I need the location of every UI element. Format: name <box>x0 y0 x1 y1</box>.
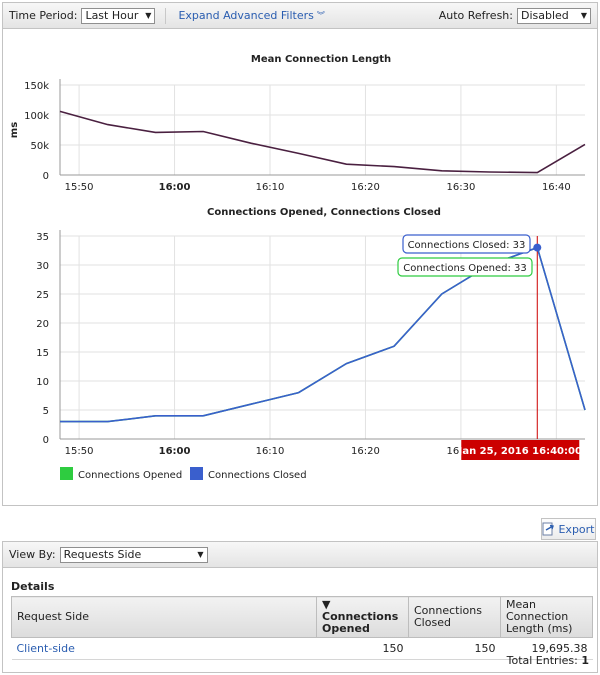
export-label: Export <box>558 522 595 536</box>
column-header-connections-opened[interactable]: ▼ Connections Opened <box>316 596 409 638</box>
x-tick-label: 15:50 <box>65 446 94 457</box>
y-tick-label: 25 <box>36 290 49 301</box>
view-by-bar: View By: Requests Side ▼ <box>2 541 598 568</box>
y-tick-label: 100k <box>24 111 49 122</box>
time-period-label: Time Period: <box>9 9 78 22</box>
x-tick-label: 16:30 <box>446 446 475 457</box>
legend-swatch <box>190 467 203 480</box>
total-entries-value: 1 <box>581 654 589 667</box>
mean-connection-length-cell: 19,695.38 <box>500 637 593 660</box>
chart2-tooltips: Connections Closed: 33 Connections Opened… <box>397 234 533 277</box>
chart2-title: Connections Opened, Connections Closed <box>207 207 441 218</box>
legend-label: Connections Opened <box>78 470 182 481</box>
charts-canvas: Mean Connection Length ms 0 50k 100k 150k 1… <box>9 54 586 481</box>
total-entries-label: Total Entries: <box>506 654 578 667</box>
view-by-label: View By: <box>9 548 56 561</box>
crosshair-point <box>533 243 542 252</box>
legend-label: Connections Closed <box>208 470 307 481</box>
chevron-down-icon: ▼ <box>580 11 587 20</box>
x-tick-label: 16:20 <box>351 446 380 457</box>
toolbar: Time Period: Last Hour ▼ Expand Advanced… <box>2 2 598 29</box>
y-tick-label: 15 <box>36 348 49 359</box>
auto-refresh-value: Disabled <box>521 9 569 22</box>
crosshair-time-label: Jan 25, 2016 16:40:00 <box>458 446 582 457</box>
x-tick-label: 16:40 <box>542 182 571 193</box>
y-tick-label: 20 <box>36 319 49 330</box>
column-header-connections-closed[interactable]: Connections Closed <box>408 596 501 638</box>
table-header-row: Request Side ▼ Connections Opened Connec… <box>11 596 593 638</box>
chart1-y-ticks: 0 50k 100k 150k <box>24 81 49 182</box>
tooltip-text: Connections Opened: 33 <box>403 263 526 274</box>
crosshair-time-badge <box>461 440 580 460</box>
legend-swatch <box>60 467 73 480</box>
expand-filters-label: Expand Advanced Filters <box>178 9 314 22</box>
time-period-value: Last Hour <box>85 9 139 22</box>
chart2-y-ticks: 0 5 10 15 20 25 30 35 <box>36 232 49 446</box>
x-tick-label: 16:00 <box>159 182 191 193</box>
y-tick-label: 30 <box>36 261 49 272</box>
chart1-grid <box>59 79 585 176</box>
x-tick-label: 16:00 <box>159 446 191 457</box>
chevron-down-icon: ▼ <box>197 550 204 559</box>
expand-filters-link[interactable]: Expand Advanced Filters ︾ <box>178 9 324 22</box>
tooltip-text: Connections Closed: 33 <box>408 240 526 251</box>
details-panel: Details Request Side ▼ Connections Opene… <box>2 568 598 673</box>
x-tick-label: 16:10 <box>256 182 285 193</box>
y-tick-label: 0 <box>43 435 49 446</box>
y-tick-label: 0 <box>43 171 49 182</box>
total-entries: Total Entries: 1 <box>507 654 589 667</box>
y-tick-label: 10 <box>36 377 49 388</box>
column-header-request-side[interactable]: Request Side <box>11 596 317 638</box>
view-by-value: Requests Side <box>63 548 142 561</box>
request-side-link[interactable]: Client-side <box>11 637 317 660</box>
x-tick-label: 16:10 <box>256 446 285 457</box>
tooltip-box <box>402 234 531 254</box>
y-tick-label: 5 <box>43 406 49 417</box>
connections-closed-cell: 150 <box>408 637 501 660</box>
chart1-title: Mean Connection Length <box>251 54 391 65</box>
table-row: Client-side 150 150 19,695.38 <box>11 637 593 660</box>
auto-refresh-select[interactable]: Disabled ▼ <box>517 7 591 24</box>
chart2-crosshair: Jan 25, 2016 16:40:00 <box>458 236 582 460</box>
double-chevron-down-icon: ︾ <box>316 11 325 20</box>
connections-opened-cell: 150 <box>316 637 409 660</box>
chart2-grid <box>59 230 585 440</box>
chart1-series <box>59 110 586 174</box>
export-icon <box>542 522 555 536</box>
x-tick-label: 16:30 <box>446 182 475 193</box>
auto-refresh-label: Auto Refresh: <box>438 9 513 22</box>
y-tick-label: 35 <box>36 232 49 243</box>
details-table: Request Side ▼ Connections Opened Connec… <box>11 596 593 660</box>
y-tick-label: 50k <box>30 141 49 152</box>
charts-panel: Mean Connection Length ms 0 50k 100k 150k 1… <box>2 29 598 506</box>
x-tick-label: 16:20 <box>351 182 380 193</box>
chevron-down-icon: ▼ <box>145 11 152 20</box>
details-title: Details <box>11 580 55 593</box>
x-tick-label: 15:50 <box>65 182 94 193</box>
export-button[interactable]: Export <box>541 518 596 540</box>
view-by-select[interactable]: Requests Side ▼ <box>59 546 208 563</box>
chart1-x-ticks: 15:50 16:00 16:10 16:20 16:30 16:40 <box>65 182 571 193</box>
time-period-select[interactable]: Last Hour ▼ <box>81 7 156 24</box>
series-line-mean-connection-length <box>59 110 586 174</box>
chart1-y-axis-label: ms <box>9 122 20 138</box>
chart2-legend: Connections Opened Connections Closed <box>60 467 307 481</box>
tooltip-box <box>397 257 533 277</box>
y-tick-label: 150k <box>24 81 49 92</box>
column-header-mean-connection-length[interactable]: Mean Connection Length (ms) <box>500 596 593 638</box>
toolbar-divider <box>165 7 167 24</box>
